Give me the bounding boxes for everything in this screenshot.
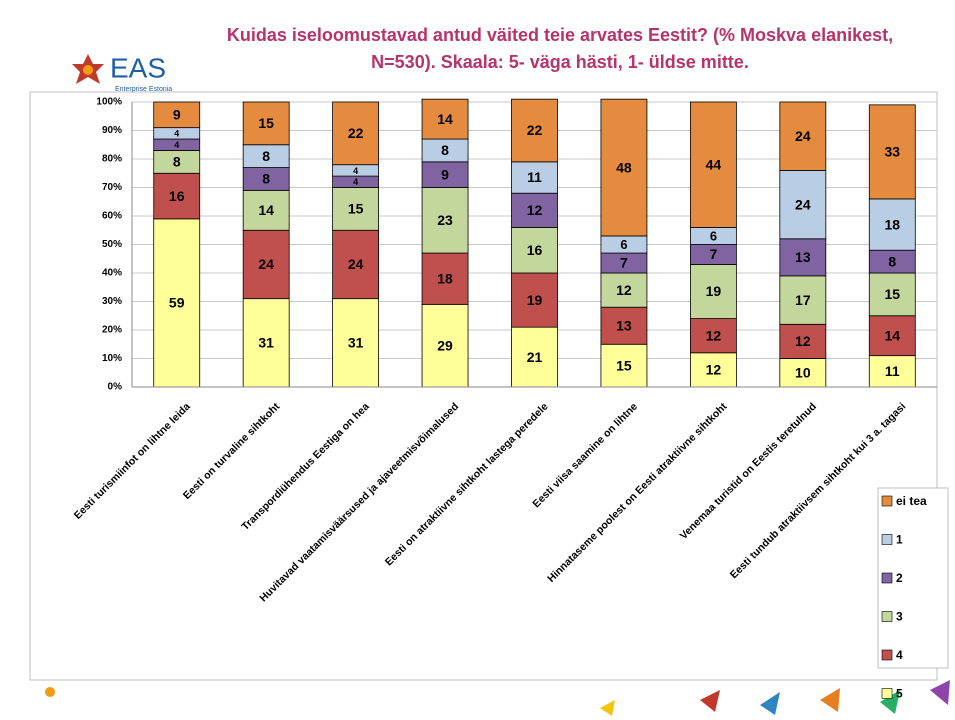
data-label: 21	[527, 349, 543, 365]
data-label: 24	[348, 256, 364, 272]
data-label: 12	[616, 282, 632, 298]
data-label: 31	[258, 335, 274, 351]
y-tick-label: 30%	[102, 296, 122, 307]
data-label: 16	[169, 188, 185, 204]
y-tick-label: 0%	[108, 382, 123, 393]
data-label: 18	[437, 270, 453, 286]
data-label: 4	[353, 166, 358, 176]
legend-swatch	[882, 496, 892, 506]
data-label: 11	[527, 169, 542, 185]
legend-label: 2	[896, 571, 903, 585]
data-label: 9	[173, 107, 181, 123]
data-label: 31	[348, 335, 364, 351]
data-label: 15	[258, 115, 274, 131]
logo-subtitle: Enterprise Estonia	[115, 86, 172, 93]
data-label: 48	[616, 159, 632, 175]
data-label: 14	[258, 202, 274, 218]
legend-label: 1	[896, 533, 903, 547]
data-label: 24	[258, 256, 274, 272]
y-tick-label: 60%	[102, 211, 122, 222]
data-label: 13	[616, 317, 632, 333]
data-label: 13	[795, 249, 811, 265]
data-label: 8	[888, 253, 896, 269]
data-label: 59	[169, 295, 185, 311]
data-label: 15	[348, 201, 364, 217]
data-label: 22	[527, 122, 543, 138]
data-label: 14	[884, 327, 900, 343]
data-label: 6	[710, 228, 717, 243]
y-tick-label: 20%	[102, 325, 122, 336]
data-label: 14	[437, 111, 453, 127]
data-label: 15	[616, 357, 632, 373]
y-tick-label: 80%	[102, 154, 122, 165]
legend-label: 3	[896, 610, 903, 624]
data-label: 7	[709, 246, 717, 262]
data-label: 4	[174, 140, 179, 150]
slide: EAS Enterprise Estonia 0% 10% 20% 30% 40% 50%…	[0, 0, 955, 720]
legend-swatch	[882, 573, 892, 583]
y-tick-label: 50%	[102, 239, 122, 250]
legend-swatch	[882, 650, 892, 660]
data-label: 8	[262, 148, 270, 164]
data-label: 23	[437, 212, 453, 228]
data-label: 6	[620, 237, 627, 252]
data-label: 19	[527, 292, 543, 308]
data-label: 12	[706, 327, 722, 343]
data-label: 8	[262, 171, 270, 187]
legend-swatch	[882, 689, 892, 699]
legend-label: ei tea	[896, 494, 927, 508]
y-tick-label: 10%	[102, 353, 122, 364]
data-label: 4	[353, 177, 358, 187]
logo-mark	[72, 54, 104, 84]
data-label: 8	[441, 142, 449, 158]
y-tick-label: 90%	[102, 125, 122, 136]
data-label: 22	[348, 125, 364, 141]
data-label: 24	[795, 196, 811, 212]
data-label: 12	[706, 362, 722, 378]
data-label: 11	[885, 363, 900, 379]
data-label: 10	[795, 364, 811, 380]
logo-name: EAS	[110, 52, 166, 83]
data-label: 24	[795, 128, 811, 144]
legend-label: 4	[896, 648, 903, 662]
legend-swatch	[882, 535, 892, 545]
y-tick-label: 40%	[102, 268, 122, 279]
data-label: 19	[706, 283, 722, 299]
data-label: 33	[884, 144, 900, 160]
legend-label: 5	[896, 687, 903, 701]
data-label: 8	[173, 154, 181, 170]
data-label: 7	[620, 255, 628, 271]
data-label: 18	[884, 216, 900, 232]
data-label: 44	[706, 156, 722, 172]
data-label: 4	[174, 129, 179, 139]
data-label: 17	[795, 292, 811, 308]
data-label: 12	[795, 333, 811, 349]
data-label: 15	[884, 286, 900, 302]
data-label: 16	[527, 242, 543, 258]
data-label: 29	[437, 337, 453, 353]
data-label: 9	[441, 166, 449, 182]
y-tick-label: 100%	[96, 97, 122, 108]
legend-swatch	[882, 612, 892, 622]
y-tick-label: 70%	[102, 182, 122, 193]
decoration	[45, 680, 950, 716]
chart: EAS Enterprise Estonia 0% 10% 20% 30% 40% 50%…	[0, 0, 955, 720]
data-label: 12	[527, 202, 543, 218]
chart-title: Kuidas iseloomustavad antud väited teie …	[205, 22, 915, 76]
